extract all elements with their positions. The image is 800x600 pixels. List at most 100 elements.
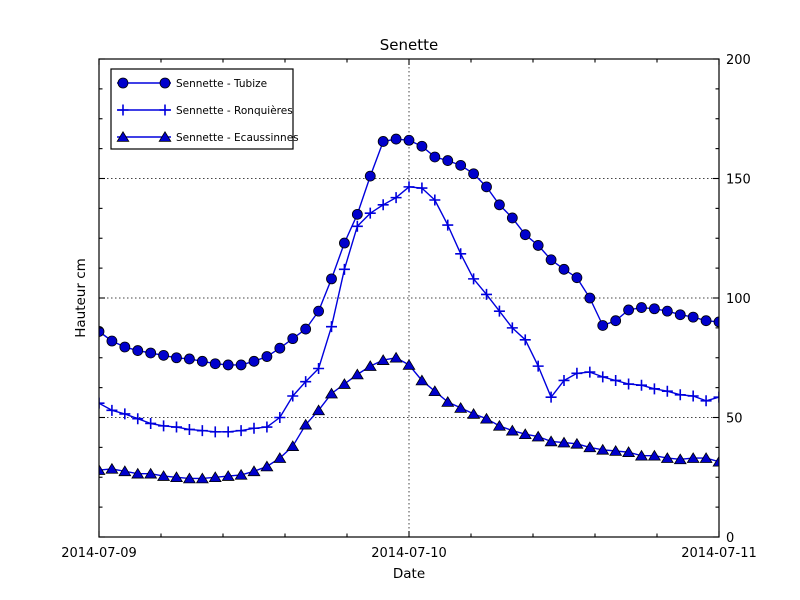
circle-marker — [119, 341, 131, 353]
plus-marker — [700, 395, 712, 407]
circle-marker — [429, 151, 441, 163]
triangle-marker — [260, 460, 274, 472]
y-tick-label-1: 50 — [726, 412, 743, 427]
plus-marker — [106, 404, 118, 416]
plus-marker — [532, 360, 544, 372]
triangle-marker — [660, 452, 674, 463]
circle-marker — [649, 303, 660, 315]
circle-marker — [532, 240, 544, 251]
circle-marker — [117, 77, 129, 89]
plus-marker — [429, 194, 441, 206]
triangle-marker — [699, 452, 713, 463]
plus-marker — [519, 334, 531, 346]
triangle-marker — [221, 470, 235, 481]
plus-marker — [623, 378, 635, 390]
circle-marker — [571, 272, 583, 284]
triangle-marker — [389, 351, 403, 363]
y-tick-label-2: 100 — [726, 292, 751, 307]
plus-marker — [545, 391, 557, 403]
triangle-marker — [402, 358, 416, 370]
plus-marker — [132, 413, 144, 425]
circle-marker — [159, 77, 171, 89]
plus-marker — [313, 363, 325, 375]
triangle-marker — [376, 354, 390, 365]
legend-label-ronquieres: Sennette - Ronquières — [176, 105, 293, 117]
triangle-marker — [247, 465, 261, 477]
circle-marker — [235, 359, 247, 371]
circle-marker — [99, 326, 105, 337]
triangle-marker — [337, 378, 351, 389]
triangle-marker — [286, 440, 300, 451]
plus-marker — [287, 390, 299, 402]
circle-marker — [390, 133, 402, 145]
circle-marker — [403, 134, 415, 146]
plus-marker — [209, 426, 221, 438]
triangle-marker — [350, 368, 364, 380]
legend: Sennette - Tubize Sennette - Ronquières … — [110, 68, 299, 150]
plus-marker — [274, 412, 286, 423]
triangle-marker — [583, 441, 597, 453]
circle-marker — [287, 333, 299, 345]
legend-markers — [116, 77, 172, 142]
triangle-marker — [557, 436, 571, 448]
triangle-marker — [531, 430, 545, 442]
x-tick-label-2: 2014-07-11 — [681, 546, 757, 561]
circle-marker — [364, 170, 376, 182]
plus-marker — [584, 366, 596, 378]
x-tick-label-0: 2014-07-09 — [61, 546, 137, 561]
y-tick-label-3: 150 — [726, 173, 751, 188]
plus-marker — [636, 379, 647, 391]
plus-marker — [571, 367, 583, 379]
circle-marker — [377, 136, 389, 147]
triangle-marker — [673, 453, 687, 465]
plus-marker — [222, 426, 234, 438]
triangle-marker — [518, 428, 532, 440]
triangle-marker — [158, 131, 172, 142]
circle-marker — [106, 335, 118, 347]
plus-marker — [455, 248, 467, 260]
plus-marker — [326, 321, 337, 333]
plus-marker — [119, 408, 131, 420]
plus-marker — [687, 390, 699, 402]
circle-marker — [222, 359, 234, 371]
circle-marker — [184, 353, 195, 365]
plus-marker — [661, 385, 673, 397]
y-axis-label: Hauteur cm — [73, 258, 89, 338]
triangle-marker — [479, 412, 494, 424]
x-tick-label-1: 2014-07-10 — [371, 546, 447, 561]
triangle-marker — [118, 465, 132, 477]
plus-marker — [99, 397, 105, 409]
triangle-marker — [428, 385, 442, 397]
legend-label-ecaussinnes: Sennette - Ecaussinnes — [176, 132, 299, 144]
circle-marker — [713, 316, 719, 328]
plus-marker — [481, 288, 492, 300]
plus-marker — [506, 322, 518, 334]
plus-marker — [648, 383, 660, 395]
plus-marker — [403, 181, 415, 193]
triangle-marker — [105, 462, 119, 474]
x-axis-label: Date — [393, 566, 425, 582]
triangle-marker — [634, 449, 649, 461]
triangle-marker — [467, 407, 481, 419]
y-tick-label-4: 200 — [726, 53, 751, 68]
series-2 — [99, 351, 719, 484]
triangle-marker — [299, 418, 313, 430]
circle-marker — [196, 355, 208, 367]
triangle-marker — [144, 467, 158, 479]
triangle-marker — [609, 444, 623, 456]
circle-marker — [597, 320, 609, 331]
triangle-marker — [505, 424, 519, 436]
legend-label-tubize: Sennette - Tubize — [176, 78, 267, 90]
triangle-marker — [686, 452, 700, 463]
triangle-marker — [441, 395, 455, 407]
circle-marker — [687, 311, 699, 323]
plus-marker — [610, 374, 622, 386]
circle-marker — [455, 159, 467, 171]
circle-marker — [261, 351, 273, 362]
triangle-marker — [131, 467, 145, 479]
plus-marker — [558, 374, 570, 386]
circle-marker — [442, 155, 454, 166]
plus-marker — [713, 391, 719, 403]
